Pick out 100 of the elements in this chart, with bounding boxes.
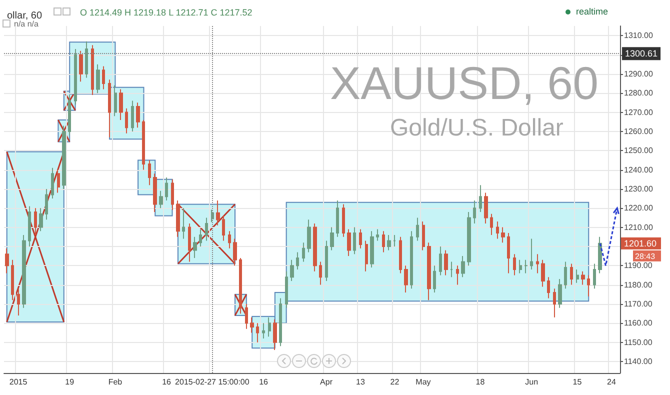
candlestick: [85, 40, 88, 78]
candlestick: [473, 200, 476, 224]
candlestick: [541, 259, 545, 288]
candlestick: [62, 125, 66, 190]
candlestick: [587, 274, 590, 297]
candlestick: [205, 217, 208, 242]
candlestick: [576, 268, 579, 284]
ref-line-label: 1300.61: [625, 48, 658, 59]
candlestick: [142, 119, 145, 170]
y-tick-label: 1270.00: [624, 108, 654, 117]
candlestick: [193, 236, 197, 258]
x-tick-label: May: [416, 378, 431, 386]
y-tick-label: 1220.00: [624, 204, 654, 213]
candlestick: [570, 263, 573, 286]
chart-title: ollar, 60: [7, 10, 42, 22]
candlestick: [91, 44, 94, 96]
candlestick: [285, 270, 288, 308]
candlestick: [119, 88, 123, 120]
candlestick: [114, 84, 117, 117]
candlestick: [536, 254, 539, 274]
candlestick: [45, 188, 48, 220]
annotation: 1201.60: [624, 238, 657, 248]
candlestick: [553, 288, 556, 318]
candlestick: [524, 259, 528, 274]
candlestick: [467, 211, 471, 266]
x-tick-label: 24: [606, 378, 616, 386]
candlestick: [359, 228, 362, 249]
candlestick: [216, 200, 220, 226]
candlestick: [307, 219, 311, 253]
candlestick: [290, 259, 294, 282]
candlestick: [5, 248, 9, 274]
candlestick: [74, 48, 77, 106]
candlestick: [376, 228, 379, 242]
y-tick-label: 1280.00: [624, 88, 654, 98]
candlestick: [296, 252, 299, 270]
candlestick: [513, 254, 516, 276]
x-tick-label: 22: [390, 378, 400, 386]
candlestick: [131, 100, 134, 132]
candlestick: [558, 278, 562, 308]
candlestick: [490, 213, 493, 236]
candlestick: [182, 208, 185, 240]
candlestick: [159, 190, 163, 209]
candlestick: [439, 246, 442, 276]
text: O 1214.49 H 1219.18 L 1212.71 C 1217.52: [80, 8, 252, 18]
candlestick: [22, 234, 26, 308]
candlestick: [479, 184, 482, 212]
candlestick: [399, 236, 402, 274]
candlestick: [268, 316, 271, 338]
y-tick-label: 1210.00: [624, 222, 654, 232]
candlestick: [387, 234, 391, 251]
candlestick: [319, 261, 322, 286]
y-tick-label: 1250.00: [624, 146, 654, 156]
candlestick: [382, 230, 385, 253]
candlestick: [347, 228, 351, 257]
candlestick: [496, 221, 499, 240]
y-tick-label: 1240.00: [624, 165, 654, 174]
candlestick: [342, 204, 345, 238]
candlestick: [57, 169, 60, 194]
candlestick: [450, 261, 453, 278]
candlestick: [171, 178, 174, 211]
candlestick: [148, 160, 151, 186]
candlestick: [501, 226, 505, 244]
candlestick: [564, 261, 567, 290]
x-tick-label: 19: [65, 378, 75, 386]
candlestick: [593, 263, 596, 290]
y-tick-label: 1160.00: [624, 318, 653, 328]
candlestick: [444, 250, 448, 276]
candlestick: [530, 238, 533, 270]
x-tick-label: 13: [356, 378, 366, 386]
candlestick: [262, 322, 265, 339]
candlestick: [370, 230, 374, 268]
candlestick: [17, 288, 20, 316]
candlestick: [245, 303, 248, 330]
x-tick-label: 2015: [9, 378, 28, 386]
candlestick: [250, 316, 254, 334]
y-tick-label: 1290.00: [624, 69, 654, 78]
candlestick: [34, 208, 37, 236]
candlestick: [51, 167, 54, 200]
candlestick: [125, 108, 128, 134]
candlestick: [507, 232, 510, 274]
candlestick: [108, 79, 111, 138]
candlestick: [325, 240, 328, 282]
candlestick: [433, 265, 436, 293]
candlestick: [427, 242, 431, 301]
y-tick-label: 1140.00: [624, 356, 653, 366]
candlestick: [136, 102, 140, 128]
candlestick: [165, 176, 168, 201]
candlestick: [273, 318, 277, 350]
candlestick: [102, 66, 105, 90]
candlestick: [176, 200, 180, 238]
candlestick: [581, 270, 585, 286]
candlestick: [353, 226, 356, 255]
candlestick: [233, 238, 237, 266]
text: realtime: [576, 6, 608, 16]
x-tick-label: 18: [476, 378, 486, 386]
y-tick-label: 1180.00: [624, 280, 653, 290]
candlestick: [313, 222, 317, 272]
candlestick: [519, 259, 522, 274]
y-tick-label: 1190.00: [624, 261, 653, 270]
annotation: Gold/U.S. Dollar: [390, 114, 564, 142]
